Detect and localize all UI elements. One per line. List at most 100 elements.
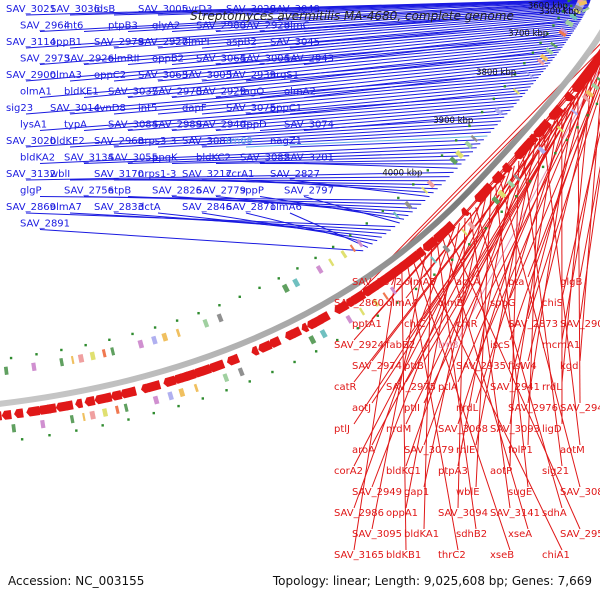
gene-label[interactable]: catR <box>334 382 357 393</box>
gene-label[interactable]: sugE <box>508 487 532 498</box>
gene-label[interactable]: olmC <box>284 21 310 32</box>
gene-label[interactable]: olmA5 <box>404 277 436 288</box>
gene-label[interactable]: SAV_3082 <box>240 153 290 164</box>
gene-label[interactable]: SAV_2833 <box>94 202 144 213</box>
gene-label[interactable]: SAV_3036 <box>50 4 100 15</box>
gene-label[interactable]: ptlI <box>404 403 420 414</box>
gene-label[interactable]: bldKC1 <box>386 466 421 477</box>
gene-label[interactable]: thrC2 <box>438 550 466 561</box>
gene-label[interactable]: sig23 <box>6 103 33 114</box>
gene-label[interactable]: bldKE2 <box>50 136 85 147</box>
gene-label[interactable]: sdhA <box>542 508 567 519</box>
gene-label[interactable]: pta <box>508 277 524 288</box>
gene-label[interactable]: sppG <box>490 298 516 309</box>
gene-label[interactable]: SAV_2949 <box>352 487 402 498</box>
gene-label[interactable]: SAV_2924 <box>334 340 384 351</box>
gene-label[interactable]: atpB <box>108 186 131 197</box>
gene-label[interactable]: SAV_3079 <box>404 445 454 456</box>
gene-label[interactable]: oppC1 <box>270 103 302 114</box>
gene-label[interactable]: SAV_2926 <box>64 54 114 65</box>
gene-label[interactable]: SAV_2950 <box>560 529 600 540</box>
gene-label[interactable]: SAV_2989 <box>152 120 202 131</box>
gene-label[interactable]: SAV_3003 <box>182 70 232 81</box>
gene-label[interactable]: chiR <box>456 319 478 330</box>
gene-label[interactable]: SAV_2846 <box>182 202 232 213</box>
gene-label[interactable]: kgd <box>560 361 579 372</box>
gene-label[interactable]: argS1 <box>270 70 299 81</box>
gene-label[interactable]: oppC2 <box>94 70 126 81</box>
gene-label[interactable]: nagZ1 <box>270 136 302 147</box>
gene-label[interactable]: SAV_2927 <box>138 37 188 48</box>
gene-label[interactable]: idsB <box>94 4 115 15</box>
gene-label[interactable]: ptlJ <box>334 424 350 435</box>
gene-label[interactable]: SAV_3004 <box>240 54 290 65</box>
gene-label[interactable]: rhlE <box>456 445 475 456</box>
gene-label[interactable]: SAV_3045 <box>270 37 320 48</box>
gene-label[interactable]: dapF <box>182 103 207 114</box>
gene-label[interactable]: rrdL <box>542 382 562 393</box>
gene-label[interactable]: wblE <box>456 487 480 498</box>
gene-label[interactable]: fabB2 <box>386 340 415 351</box>
gene-label[interactable]: SAV_3014 <box>50 103 100 114</box>
gene-label[interactable]: ackA <box>456 277 480 288</box>
gene-label[interactable]: olmRII <box>108 54 139 65</box>
gene-label[interactable]: mcmA1 <box>542 340 580 351</box>
gene-label[interactable]: olmA6 <box>270 202 302 213</box>
gene-label[interactable]: SAV_3134 <box>64 153 114 164</box>
gene-label[interactable]: SAV_2935 <box>456 361 506 372</box>
gene-label[interactable]: typA <box>64 120 87 131</box>
gene-label[interactable]: SAV_3165 <box>334 550 384 561</box>
gene-label[interactable]: gap1 <box>404 487 429 498</box>
gene-label[interactable]: SAV_2986 <box>334 508 384 519</box>
gene-label[interactable]: dctA <box>138 202 161 213</box>
gene-label[interactable]: SAV_2756 <box>64 186 114 197</box>
gene-label[interactable]: SAV_3068 <box>438 424 488 435</box>
gene-label[interactable]: SAV_2827 <box>270 169 320 180</box>
gene-label[interactable]: ftsW4 <box>508 361 537 372</box>
gene-label[interactable]: SAV_3049 <box>270 4 320 15</box>
gene-label[interactable]: ligD <box>542 424 562 435</box>
gene-label[interactable]: nrdL <box>456 403 479 414</box>
gene-label[interactable]: SAV_2826 <box>152 186 202 197</box>
gene-label[interactable]: SAV_3201 <box>284 153 334 164</box>
gene-label[interactable]: ptpA3 <box>438 466 468 477</box>
gene-label[interactable]: tagO <box>240 87 264 98</box>
gene-label[interactable]: bldKC2 <box>196 153 231 164</box>
gene-label[interactable]: SAV_3064 <box>196 54 246 65</box>
gene-label[interactable]: bldKA2 <box>20 153 55 164</box>
gene-label[interactable]: aroA <box>352 445 375 456</box>
gene-label[interactable]: SAV_2904 <box>560 319 600 330</box>
gene-label[interactable]: SAV_3094 <box>438 508 488 519</box>
gene-label[interactable]: xseA <box>508 529 532 540</box>
gene-label[interactable]: SAV_2928 <box>240 21 290 32</box>
gene-label[interactable]: SAV_2942 <box>560 403 600 414</box>
gene-label[interactable]: bldKE1 <box>64 87 99 98</box>
gene-label[interactable]: SAV_3093 <box>490 424 540 435</box>
gene-label[interactable]: SAV_2873 <box>508 319 558 330</box>
gene-label[interactable]: SAV_2900 <box>6 70 56 81</box>
gene-label[interactable]: SAV_3132 <box>6 169 56 180</box>
gene-label[interactable]: SAV_3095 <box>352 529 402 540</box>
gene-label[interactable]: ppgK <box>152 153 178 164</box>
gene-label[interactable]: SAV_2978 <box>152 87 202 98</box>
gene-label[interactable]: aspB2 <box>226 37 257 48</box>
gene-label[interactable]: uvrD3 <box>182 4 212 15</box>
gene-label[interactable]: cvnD8 <box>94 103 126 114</box>
gene-label[interactable]: SAV_2871 <box>226 202 276 213</box>
gene-label[interactable]: SAV_3084 <box>108 120 158 131</box>
gene-label[interactable]: olmB <box>438 298 464 309</box>
gene-label[interactable]: sppP <box>240 186 264 197</box>
gene-label[interactable]: olmA2 <box>284 87 316 98</box>
gene-label[interactable]: folP1 <box>508 445 533 456</box>
gene-label[interactable]: olmA1 <box>20 87 52 98</box>
gene-label[interactable]: SAV_2980 <box>196 21 246 32</box>
gene-label[interactable]: pptA1 <box>352 319 382 330</box>
gene-label[interactable]: aotJ <box>352 403 371 414</box>
gene-label[interactable]: SAV_2779 <box>196 186 246 197</box>
gene-label[interactable]: ptlA <box>438 382 458 393</box>
gene-label[interactable]: lysA1 <box>20 120 47 131</box>
gene-label[interactable]: SAV_2979 <box>94 37 144 48</box>
gene-label[interactable]: SAV_2975 <box>386 382 436 393</box>
gene-label[interactable]: corA2 <box>334 466 363 477</box>
gene-label[interactable]: SAV_3055 <box>108 153 158 164</box>
